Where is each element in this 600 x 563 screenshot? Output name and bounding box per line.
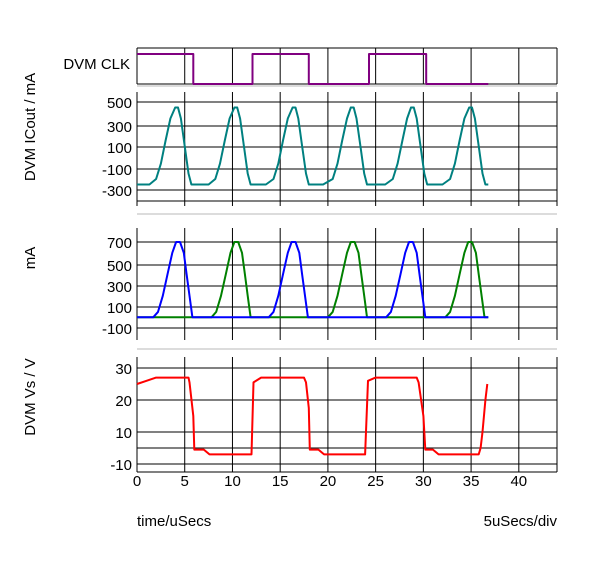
- series-trace: [137, 106, 489, 186]
- x-tick-label: 30: [415, 473, 432, 490]
- x-tick-label: 5: [181, 473, 189, 490]
- y-tick-label: -10: [110, 457, 132, 474]
- x-tick-label: 15: [272, 473, 289, 490]
- panel-title: DVM CLK: [63, 56, 130, 73]
- y-tick-label: 500: [107, 258, 132, 275]
- supply-voltage-panel: DVM Vs / V 30 20 10 -10 -30: [22, 0, 558, 474]
- x-tick-label: 40: [510, 473, 527, 490]
- y-axis-label: DVM ICout / mA: [22, 73, 39, 181]
- y-tick-label: -30: [110, 0, 132, 4]
- x-tick-label: 0: [133, 473, 141, 490]
- time-scale-label: 5uSecs/div: [484, 513, 558, 530]
- y-axis-label: mA: [22, 247, 39, 270]
- x-tick-label: 35: [463, 473, 480, 490]
- x-tick-label: 10: [224, 473, 241, 490]
- y-tick-label: 10: [115, 425, 132, 442]
- y-tick-label: 20: [115, 393, 132, 410]
- y-tick-label: 300: [107, 279, 132, 296]
- clock-panel: DVM CLK: [63, 47, 558, 85]
- y-tick-label: 300: [107, 119, 132, 136]
- x-axis-ticks: 0 5 10 15 20 25 30 35 40: [133, 473, 527, 490]
- y-tick-label: 100: [107, 140, 132, 157]
- diode-current-panel: mA 700 500 300 100 -100: [22, 228, 558, 340]
- y-tick-label: 100: [107, 300, 132, 317]
- y-tick-label: 30: [115, 361, 132, 378]
- y-tick-label: -100: [102, 162, 132, 179]
- series-trace: [137, 241, 489, 319]
- y-tick-label: -100: [102, 321, 132, 338]
- y-tick-label: 700: [107, 235, 132, 252]
- series-trace: [137, 241, 489, 319]
- series-trace: [137, 53, 489, 85]
- x-tick-label: 25: [367, 473, 384, 490]
- series-trace: [136, 376, 489, 456]
- x-tick-label: 20: [320, 473, 337, 490]
- y-tick-label: 500: [107, 95, 132, 112]
- x-axis-label: time/uSecs: [137, 513, 211, 530]
- capacitor-current-panel: DVM ICout / mA 500 300 100 -100 -300: [22, 73, 558, 206]
- y-tick-label: -300: [102, 183, 132, 200]
- y-axis-label: DVM Vs / V: [22, 358, 39, 436]
